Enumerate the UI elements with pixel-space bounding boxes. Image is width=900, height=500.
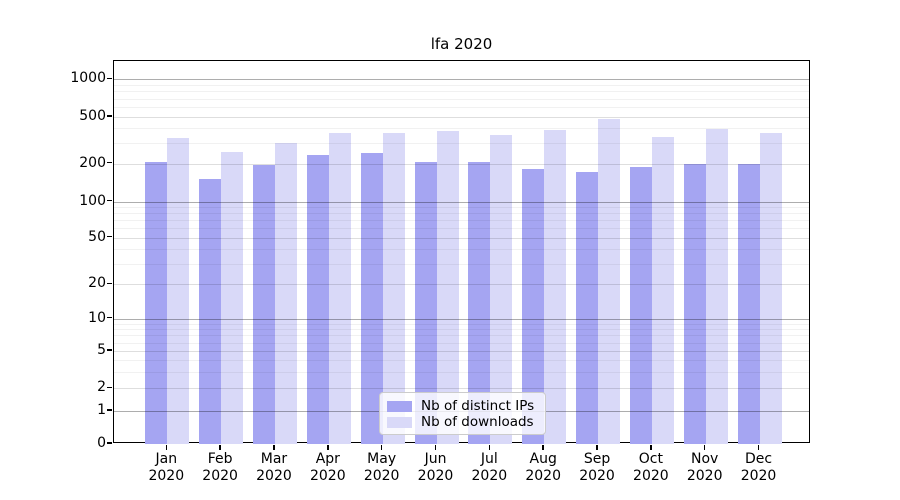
y-tick-mark-5 xyxy=(107,349,112,351)
x-tick-mark-mar xyxy=(273,444,275,450)
gridline-minor-900 xyxy=(114,85,809,87)
x-tick-mark-jun xyxy=(434,444,437,450)
y-tick-mark-50 xyxy=(107,235,112,238)
bar-distinct-ips-oct xyxy=(629,166,652,444)
x-tick-mark-sep xyxy=(596,444,598,450)
y-tick-label-20: 20 xyxy=(88,275,106,292)
bar-downloads-mar xyxy=(274,143,297,444)
x-tick-label-feb: Feb 2020 xyxy=(202,451,238,484)
bar-downloads-jan xyxy=(167,138,190,444)
x-tick-label-apr: Apr 2020 xyxy=(309,451,346,484)
y-tick-mark-500 xyxy=(107,115,112,117)
bar-distinct-ips-jan xyxy=(145,162,168,444)
bar-distinct-ips-apr xyxy=(306,155,329,444)
x-tick-mark-jul xyxy=(488,444,491,450)
bar-distinct-ips-mar xyxy=(252,165,275,444)
bar-downloads-may xyxy=(382,133,405,444)
legend: Nb of distinct IPs Nb of downloads xyxy=(379,392,546,435)
legend-item-downloads: Nb of downloads xyxy=(387,414,537,430)
gridline-minor-600 xyxy=(114,107,809,109)
bar-downloads-sep xyxy=(598,119,621,444)
x-tick-label-jan: Jan 2020 xyxy=(148,451,185,484)
x-tick-label-aug: Aug 2020 xyxy=(525,451,561,484)
chart-title: lfa 2020 xyxy=(430,35,493,53)
bar-downloads-jun xyxy=(436,130,459,444)
y-tick-label-200: 200 xyxy=(79,154,106,171)
bar-distinct-ips-may xyxy=(360,153,383,444)
x-tick-label-jun: Jun 2020 xyxy=(417,451,454,484)
plot-area xyxy=(113,60,810,444)
x-tick-label-mar: Mar 2020 xyxy=(256,451,292,484)
y-tick-mark-100 xyxy=(107,199,112,202)
bar-downloads-oct xyxy=(651,137,674,444)
y-tick-mark-10 xyxy=(107,316,112,319)
gridline-500 xyxy=(114,117,809,118)
gridline-minor-700 xyxy=(114,98,809,100)
bar-distinct-ips-nov xyxy=(683,163,706,444)
bar-distinct-ips-feb xyxy=(199,179,222,444)
y-tick-mark-20 xyxy=(107,282,112,285)
legend-item-distinct-ips: Nb of distinct IPs xyxy=(387,398,537,414)
bar-downloads-dec xyxy=(759,133,782,444)
x-tick-label-jul: Jul 2020 xyxy=(471,451,508,484)
x-tick-mark-aug xyxy=(542,444,544,450)
bar-distinct-ips-dec xyxy=(737,164,760,444)
y-tick-label-10: 10 xyxy=(88,309,106,326)
x-tick-mark-feb xyxy=(219,444,221,450)
y-tick-label-500: 500 xyxy=(79,108,106,124)
y-tick-mark-1 xyxy=(107,409,112,411)
legend-swatch-downloads xyxy=(387,416,412,428)
x-tick-label-may: May 2020 xyxy=(363,451,400,484)
bar-downloads-nov xyxy=(705,129,728,444)
gridline-1000 xyxy=(114,79,809,81)
bar-distinct-ips-jul xyxy=(468,161,491,444)
y-tick-mark-1000 xyxy=(107,77,112,80)
x-tick-label-nov: Nov 2020 xyxy=(686,451,723,484)
bar-distinct-ips-aug xyxy=(522,169,545,444)
legend-label-distinct-ips: Nb of distinct IPs xyxy=(421,398,535,414)
bar-distinct-ips-sep xyxy=(576,171,599,444)
bar-downloads-jul xyxy=(490,135,513,444)
x-tick-mark-dec xyxy=(757,444,760,450)
y-tick-label-5: 5 xyxy=(97,342,106,358)
y-tick-label-100: 100 xyxy=(79,192,106,209)
y-tick-label-1: 1 xyxy=(97,402,106,418)
x-tick-mark-oct xyxy=(650,444,652,450)
y-tick-label-2: 2 xyxy=(97,379,106,396)
x-tick-mark-nov xyxy=(703,444,706,450)
bar-distinct-ips-jun xyxy=(414,162,437,444)
bar-downloads-aug xyxy=(544,129,567,444)
x-tick-mark-may xyxy=(380,444,383,450)
y-tick-label-0: 0 xyxy=(97,435,106,451)
bar-downloads-feb xyxy=(221,152,244,444)
y-tick-mark-0 xyxy=(107,442,112,444)
x-tick-mark-apr xyxy=(327,444,329,450)
x-tick-mark-jan xyxy=(165,444,168,450)
x-tick-label-sep: Sep 2020 xyxy=(579,451,615,484)
y-tick-label-50: 50 xyxy=(88,228,106,245)
legend-swatch-distinct-ips xyxy=(387,400,412,412)
x-tick-label-oct: Oct 2020 xyxy=(633,451,669,484)
gridline-minor-800 xyxy=(114,91,809,93)
y-tick-mark-200 xyxy=(107,161,112,164)
legend-label-downloads: Nb of downloads xyxy=(421,414,534,430)
bar-downloads-apr xyxy=(328,133,351,444)
y-tick-mark-2 xyxy=(107,386,112,389)
x-tick-label-dec: Dec 2020 xyxy=(740,451,777,484)
y-tick-label-1000: 1000 xyxy=(70,70,106,87)
